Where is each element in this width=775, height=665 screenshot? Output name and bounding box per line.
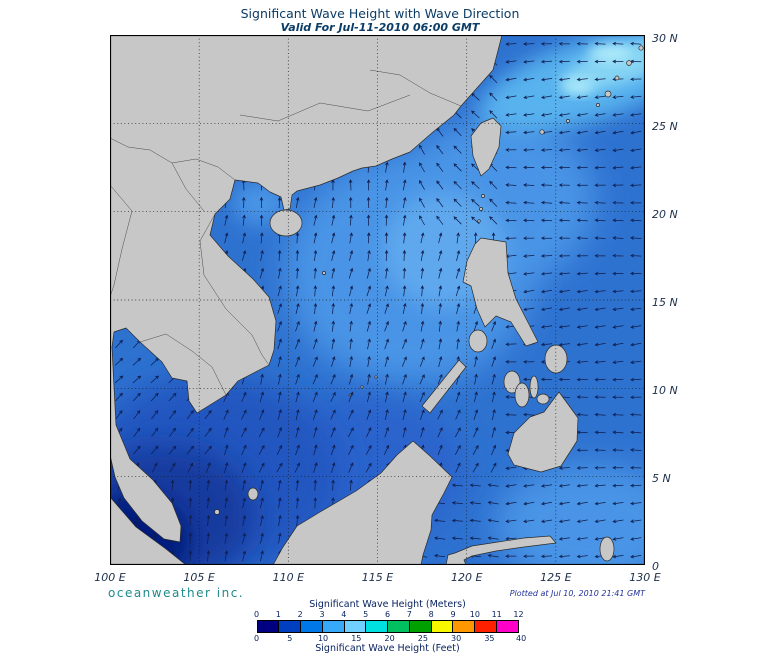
lon-label: 100 E [94, 571, 126, 584]
lat-label: 30 N [652, 32, 678, 45]
meters-tick: 0 [253, 610, 260, 619]
island-palawan [421, 359, 467, 414]
island-anambas [214, 509, 220, 515]
feet-tick: 25 [417, 634, 428, 643]
island-taiwan [470, 117, 502, 177]
legend-colorbar [256, 620, 519, 633]
lat-label: 15 N [652, 296, 678, 309]
meters-tick: 7 [406, 610, 412, 619]
island-mindanao [507, 391, 579, 473]
meters-tick: 9 [450, 610, 456, 619]
island-luzon [462, 237, 539, 347]
lat-label: 25 N [652, 120, 678, 133]
island-bohol [536, 393, 550, 405]
island-panay [503, 370, 521, 394]
legend-meters-title: Significant Wave Height (Meters) [309, 599, 466, 610]
legend-swatch [431, 621, 454, 632]
lon-label: 115 E [361, 571, 394, 584]
meters-tick: 6 [384, 610, 391, 619]
island-mindoro [468, 329, 488, 353]
islands-luzon-strait [477, 194, 485, 223]
wave-map [110, 35, 645, 565]
legend-swatch [388, 621, 410, 632]
islands-reefs [322, 271, 378, 397]
landmass-asia [110, 35, 503, 543]
legend-swatch [366, 621, 388, 632]
feet-tick: 15 [351, 634, 362, 643]
island-sulawesi [445, 535, 557, 565]
meters-tick: 4 [341, 610, 347, 619]
island-hainan [269, 209, 303, 237]
feet-tick: 30 [451, 634, 462, 643]
feet-tick: 40 [516, 634, 527, 643]
lon-label: 125 E [540, 571, 572, 584]
meters-tick: 8 [428, 610, 434, 619]
island-sumatra [110, 496, 187, 565]
island-negros [514, 382, 530, 408]
feet-tick: 0 [253, 634, 260, 643]
feet-tick: 10 [317, 634, 329, 643]
islands-ryukyu [539, 45, 644, 135]
legend-swatch [301, 621, 323, 632]
oceanweather-branding: oceanweather inc. [108, 586, 245, 600]
lat-label: 5 N [652, 472, 671, 485]
island-halmahera [599, 536, 615, 562]
legend-feet-ticks: 0 5 10 15 20 25 30 35 40 [253, 634, 526, 643]
legend-swatch [475, 621, 497, 632]
lat-label: 0 [652, 560, 659, 573]
lon-label: 105 E [183, 571, 215, 584]
plotted-timestamp: Plotted at Jul 10, 2010 21:41 GMT [509, 589, 645, 598]
feet-tick: 20 [384, 634, 395, 643]
legend-swatch [344, 621, 367, 632]
lat-label: 10 N [652, 384, 678, 397]
island-cebu [529, 375, 539, 399]
valid-time-subtitle: Valid For Jul-11-2010 06:00 GMT [280, 21, 480, 34]
legend-swatch [453, 621, 475, 632]
lon-label: 120 E [450, 571, 483, 584]
meters-tick: 10 [469, 610, 480, 619]
legend-swatch [257, 621, 280, 632]
lon-label: 110 E [272, 571, 305, 584]
meters-tick: 11 [491, 610, 502, 619]
country-borders [110, 69, 462, 396]
legend-swatch [322, 621, 345, 632]
lat-label: 20 N [652, 208, 678, 221]
island-natuna [247, 487, 259, 501]
legend-feet-title: Significant Wave Height (Feet) [315, 643, 460, 654]
legend-meters-ticks: 0 1 2 3 4 5 6 7 8 9 10 11 12 [253, 610, 524, 619]
land-layer [110, 35, 644, 565]
legend-swatch [409, 621, 432, 632]
meters-tick: 3 [319, 610, 325, 619]
meters-tick: 12 [513, 610, 524, 619]
meters-tick: 2 [297, 610, 303, 619]
map-frame [110, 35, 645, 565]
meters-tick: 5 [363, 610, 369, 619]
feet-tick: 5 [287, 634, 293, 643]
lon-label: 130 E [629, 571, 661, 584]
meters-tick: 1 [275, 610, 281, 619]
legend-swatch [496, 621, 518, 632]
island-borneo [272, 440, 453, 565]
page-title: Significant Wave Height with Wave Direct… [240, 6, 520, 21]
feet-tick: 35 [484, 634, 495, 643]
legend-swatch [279, 621, 301, 632]
